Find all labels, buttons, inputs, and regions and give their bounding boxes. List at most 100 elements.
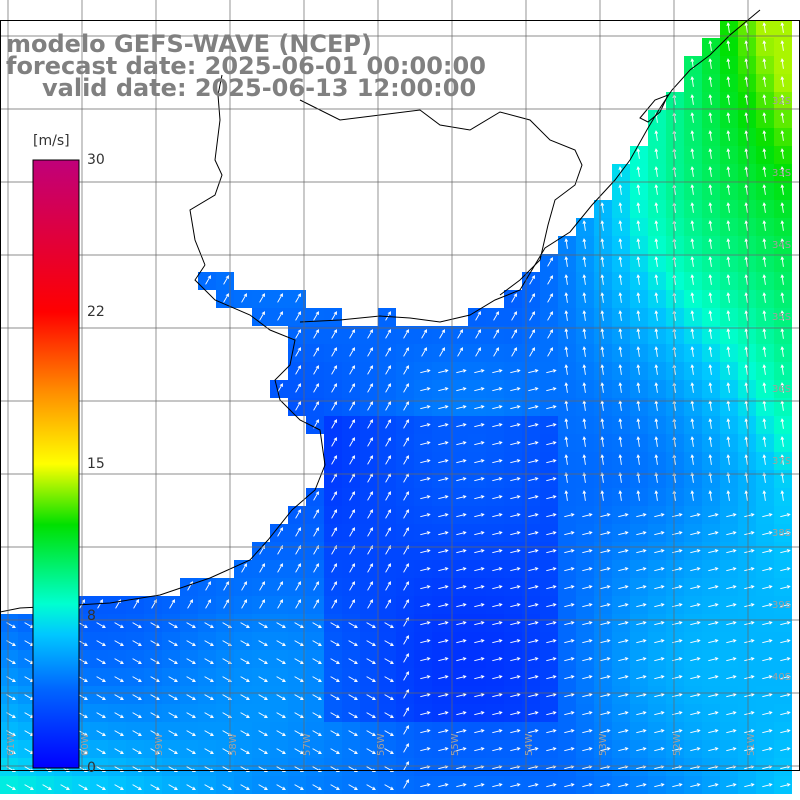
- wind-cell: [360, 344, 378, 362]
- wind-cell: [378, 650, 396, 668]
- wind-cell: [252, 560, 270, 578]
- forecast-date: forecast date: 2025-06-01 00:00:00: [6, 52, 486, 80]
- model-title: modelo GEFS-WAVE (NCEP): [6, 30, 372, 58]
- wind-arrow: [295, 383, 301, 393]
- wind-cell: [252, 740, 270, 758]
- wind-arrow: [546, 621, 557, 626]
- wind-cell: [576, 758, 594, 776]
- wind-cell: [432, 380, 450, 398]
- river-plate-south: [189, 74, 223, 266]
- wind-cell: [90, 668, 108, 686]
- lon-label: 58W: [228, 733, 239, 756]
- wind-arrow: [726, 130, 731, 141]
- wind-arrow: [438, 639, 449, 644]
- wind-arrow: [384, 730, 394, 736]
- wind-cell: [630, 740, 648, 758]
- wind-cell: [324, 398, 342, 416]
- wind-arrow: [403, 689, 409, 699]
- wind-cell: [702, 668, 720, 686]
- wind-arrow: [294, 748, 304, 754]
- wind-arrow: [277, 311, 283, 321]
- wind-arrow: [744, 711, 755, 716]
- wind-cell: [486, 758, 504, 776]
- wind-cell: [432, 488, 450, 506]
- wind-arrow: [474, 441, 485, 446]
- wind-cell: [702, 578, 720, 596]
- wind-cell: [486, 614, 504, 632]
- wind-cell: [648, 524, 666, 542]
- wind-cell: [288, 506, 306, 524]
- wind-cell: [180, 776, 198, 794]
- wind-arrow: [313, 293, 319, 303]
- wind-cell: [108, 740, 126, 758]
- wind-cell: [450, 398, 468, 416]
- wind-cell: [522, 470, 540, 488]
- wind-arrow: [295, 293, 301, 303]
- wind-cell: [342, 578, 360, 596]
- wind-cell: [108, 686, 126, 704]
- wind-cell: [684, 542, 702, 560]
- wind-arrow: [636, 220, 641, 231]
- wind-arrow: [654, 585, 665, 590]
- wind-arrow: [528, 567, 539, 572]
- wind-cell: [774, 758, 792, 776]
- wind-arrow: [582, 454, 587, 465]
- wind-cell: [342, 470, 360, 488]
- wind-arrow: [403, 599, 409, 609]
- wind-arrow: [403, 527, 409, 537]
- wind-arrow: [744, 328, 749, 339]
- wind-cell: [378, 614, 396, 632]
- wind-cell: [486, 704, 504, 722]
- wind-cell: [342, 398, 360, 416]
- wind-arrow: [492, 729, 503, 734]
- wind-arrow: [547, 239, 553, 249]
- wind-cell: [504, 632, 522, 650]
- wind-arrow: [726, 531, 737, 536]
- wind-cell: [0, 776, 18, 794]
- wind-cell: [450, 542, 468, 560]
- wind-cell: [738, 776, 756, 794]
- wind-cell: [702, 524, 720, 542]
- wind-arrow: [780, 58, 785, 69]
- wind-arrow: [582, 256, 587, 267]
- wind-arrow: [546, 387, 557, 392]
- wind-arrow: [636, 310, 641, 321]
- wind-arrow: [744, 436, 749, 447]
- wind-cell: [414, 434, 432, 452]
- wind-cell: [756, 650, 774, 668]
- wind-cell: [522, 506, 540, 524]
- wind-cell: [342, 632, 360, 650]
- wind-cell: [198, 740, 216, 758]
- wind-arrow: [744, 346, 749, 357]
- wind-cell: [414, 506, 432, 524]
- wind-cell: [486, 326, 504, 344]
- wind-arrow: [510, 387, 521, 392]
- wind-cell: [324, 380, 342, 398]
- wind-arrow: [294, 712, 304, 718]
- wind-cell: [648, 758, 666, 776]
- wind-arrow: [474, 585, 485, 590]
- wind-cell: [738, 722, 756, 740]
- wind-cell: [468, 632, 486, 650]
- wind-arrow: [510, 567, 521, 572]
- wind-arrow: [277, 563, 283, 573]
- wind-cell: [648, 722, 666, 740]
- wind-cell: [684, 596, 702, 614]
- wind-arrow: [690, 621, 701, 626]
- wind-arrow: [726, 693, 737, 698]
- colorbar-tick-15: 15: [87, 456, 105, 472]
- wind-cell: [270, 758, 288, 776]
- wind-cell: [486, 416, 504, 434]
- wind-arrow: [690, 729, 701, 734]
- wind-arrow: [708, 675, 719, 680]
- wind-cell: [0, 704, 18, 722]
- wind-arrow: [726, 238, 731, 249]
- wind-cell: [216, 776, 234, 794]
- wind-arrow: [150, 622, 160, 628]
- wind-arrow: [366, 640, 376, 646]
- wind-arrow: [240, 748, 250, 754]
- wind-arrow: [600, 418, 605, 429]
- wind-cell: [378, 452, 396, 470]
- wind-cell: [612, 704, 630, 722]
- wind-arrow: [780, 328, 785, 339]
